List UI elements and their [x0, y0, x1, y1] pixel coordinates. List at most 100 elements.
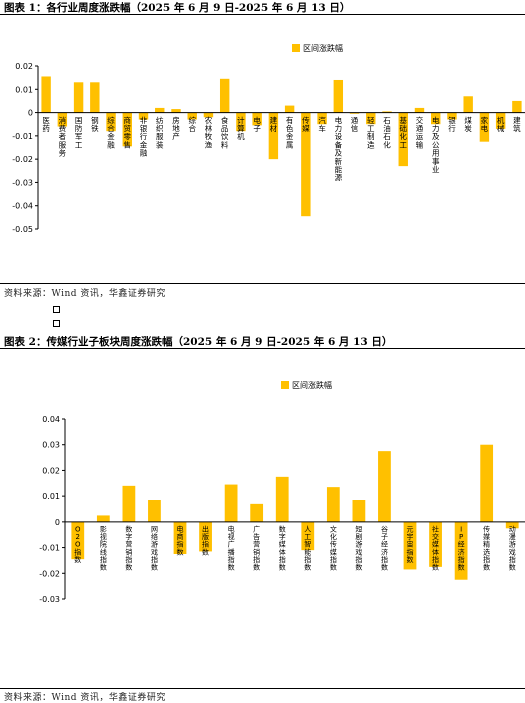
x-tick-label: 社交媒体指数	[432, 524, 439, 571]
y-tick-label: -0.05	[12, 225, 33, 234]
x-tick-label: 电力设备及新能源	[335, 115, 343, 182]
x-tick-label: 电子	[253, 115, 261, 133]
x-tick-label: 综合金融	[107, 115, 115, 150]
x-tick-label: 基础化工	[400, 115, 408, 150]
x-tick-label: 石油石化	[383, 116, 391, 150]
x-tick-label: 建材	[270, 115, 278, 133]
bar	[57, 112, 68, 127]
bar	[219, 78, 230, 113]
y-tick-label: 0.02	[15, 62, 33, 71]
y-tick-label: 0.02	[42, 466, 60, 475]
x-tick-label: 网络游戏指数	[151, 525, 158, 571]
bar	[463, 96, 473, 113]
bar	[414, 107, 425, 113]
bar	[403, 521, 417, 570]
placeholder-box-icon	[53, 320, 60, 327]
x-tick-label: 纺织服装	[156, 115, 164, 150]
bar	[326, 487, 340, 522]
x-tick-label: 数字媒体指数	[279, 524, 286, 571]
x-tick-label: 商贸零售	[124, 115, 132, 150]
x-tick-label: 电商指数	[177, 524, 184, 556]
bar	[333, 79, 344, 113]
x-tick-label: 家电	[481, 115, 489, 133]
bar	[106, 112, 116, 132]
y-tick-label: 0	[28, 109, 33, 118]
x-tick-label: 短剧游戏指数	[355, 524, 362, 571]
x-tick-label: 房地产	[172, 115, 180, 141]
figure1-source: 资料来源：Wind 资讯，华鑫证券研究	[4, 289, 166, 299]
x-tick-label: 轻工制造	[367, 115, 375, 150]
x-tick-label: 国防军工	[75, 116, 83, 150]
x-tick-label: 广告营销指数	[253, 524, 260, 571]
bar	[429, 521, 442, 567]
y-tick-label: -0.02	[12, 155, 33, 164]
bar	[495, 112, 506, 129]
bar	[187, 112, 197, 120]
bar	[138, 112, 149, 120]
figure2-source: 资料来源：Wind 资讯，华鑫证券研究	[4, 693, 166, 703]
bar	[250, 503, 264, 522]
bar	[148, 500, 161, 522]
bar	[275, 476, 289, 522]
figure1-top-rule	[0, 14, 525, 15]
bar	[73, 82, 84, 113]
x-tick-label: 机械	[497, 115, 505, 133]
bar	[431, 112, 441, 125]
x-tick-label: 数字营销指数	[125, 524, 132, 571]
bar	[252, 112, 262, 126]
x-tick-label: 影视院线指数	[100, 524, 107, 571]
x-tick-label: 文化传媒指数	[330, 524, 337, 571]
y-tick-label: 0.01	[42, 492, 60, 501]
x-tick-label: I P 经济指数	[458, 525, 465, 571]
legend-swatch	[281, 381, 289, 389]
legend-swatch	[292, 44, 300, 52]
legend: 区间涨跌幅	[281, 380, 332, 390]
placeholder-box-icon	[53, 306, 60, 313]
figure1-chart: 区间涨跌幅 0.02 0.01 0 -0.01 -0.02 -0.03 -0.04 -0.05 医…	[12, 43, 525, 234]
x-tick-label: 非银行金融	[140, 115, 148, 158]
x-tick-label: 动漫游戏指数	[509, 524, 516, 571]
bar	[122, 112, 132, 147]
bar	[479, 112, 490, 142]
bar	[378, 451, 391, 522]
bar	[236, 112, 246, 132]
y-tick-label: -0.04	[12, 202, 33, 211]
y-tick-label: -0.03	[12, 178, 33, 187]
bar	[224, 484, 238, 522]
x-tick-label: O 2 O 指数	[74, 525, 81, 563]
figure2-chart: 区间涨跌幅 0.04 0.03 0.02 0.01 0 -0.01 -0.02 -0.03 O 2 O…	[39, 380, 525, 604]
bar	[512, 100, 522, 113]
x-tick-label: 有色金属	[286, 115, 294, 150]
bar	[96, 515, 110, 522]
bar	[301, 521, 315, 551]
x-tick-label: 农林牧渔	[205, 115, 213, 150]
bar	[171, 109, 181, 113]
y-tick-label: 0.03	[42, 441, 60, 450]
figure2-top-rule	[0, 348, 525, 349]
figure2-bottom-rule	[0, 688, 525, 689]
legend-label: 区间涨跌幅	[303, 43, 343, 53]
x-tick-label: 综合	[188, 115, 196, 133]
x-tick-label: 食品饮料	[221, 115, 229, 150]
bar	[382, 111, 392, 113]
bar	[203, 112, 214, 118]
bar	[199, 521, 212, 552]
figure2-title: 图表 2：传媒行业子板块周度涨跌幅（2025 年 6 月 9 日-2025 年 …	[4, 336, 393, 348]
bar	[71, 521, 85, 560]
x-tick-label: 出版指数	[202, 524, 209, 556]
bar	[284, 105, 295, 113]
bar	[454, 521, 468, 580]
x-tick-label: 建筑	[513, 115, 521, 133]
bar	[398, 112, 408, 167]
bar	[268, 112, 279, 160]
x-tick-label: 交通运输	[416, 115, 424, 150]
y-tick-label: 0.04	[42, 415, 60, 424]
bar	[301, 112, 311, 217]
x-tick-label: 煤炭	[464, 115, 472, 133]
bar	[317, 112, 327, 125]
bar	[349, 112, 360, 114]
bar	[480, 444, 494, 522]
x-tick-label: 消费者服务	[59, 115, 67, 158]
figure1-bottom-rule	[0, 283, 525, 284]
x-tick-label: 汽车	[318, 115, 326, 133]
